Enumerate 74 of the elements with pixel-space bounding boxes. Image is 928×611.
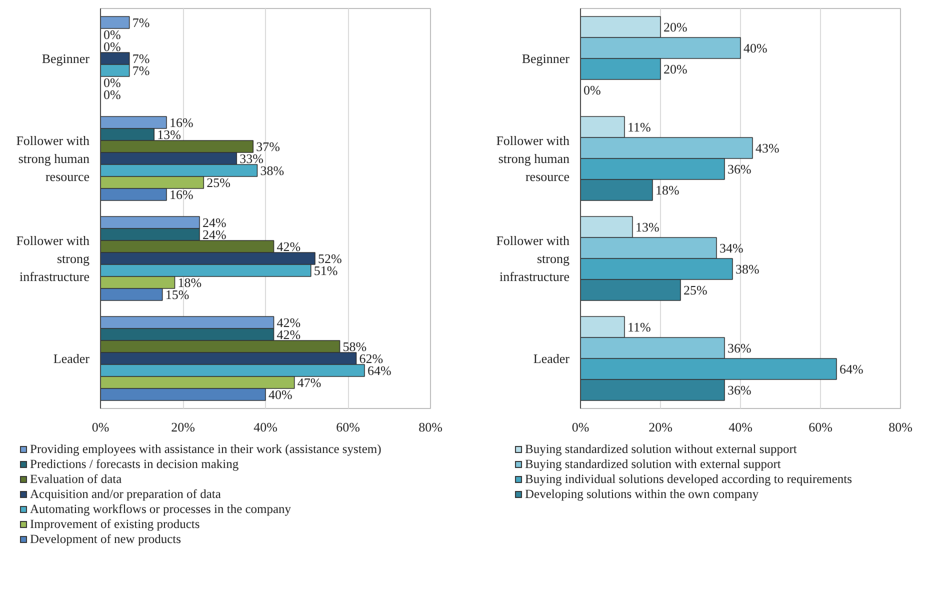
- x-tick-label: 0%: [92, 420, 110, 434]
- legend-label: Buying standardized solution with external support: [524, 457, 782, 472]
- x-tick-label: 80%: [888, 420, 913, 434]
- data-label: 13%: [636, 220, 660, 234]
- data-label: 36%: [728, 340, 752, 356]
- y-tick-label: Follower with strong infrastructure: [16, 233, 90, 284]
- legend-label: Buying individual solutions developed according to requirements: [524, 472, 852, 487]
- data-label: 0%: [104, 75, 121, 90]
- data-label: 7%: [132, 51, 150, 66]
- data-label: 11%: [628, 120, 652, 134]
- y-tick-label: Follower with strong human resource: [16, 133, 90, 184]
- legend-label: Providing employees with assistance in their work (assistance system): [29, 442, 382, 457]
- data-label: 0%: [104, 87, 121, 102]
- data-label: 33%: [240, 151, 264, 166]
- data-label: 25%: [684, 282, 708, 298]
- data-label: 64%: [368, 363, 392, 378]
- y-tick-label: Leader: [533, 351, 570, 366]
- data-label: 40%: [744, 40, 768, 56]
- legend-label: Evaluation of data: [29, 472, 123, 487]
- data-label: 51%: [314, 263, 338, 278]
- data-label: 42%: [276, 327, 301, 342]
- data-label: 52%: [318, 251, 342, 266]
- x-tick-label: 60%: [336, 420, 360, 434]
- data-label: 11%: [628, 320, 652, 334]
- data-label: 43%: [756, 140, 780, 156]
- data-label: 0%: [584, 82, 601, 98]
- y-tick-label: Leader: [53, 351, 90, 366]
- data-label: 7%: [132, 63, 150, 78]
- x-tick-label: 0%: [572, 420, 590, 434]
- bar: [100, 16, 130, 29]
- x-tick-label: 20%: [648, 420, 673, 434]
- data-label: 16%: [170, 187, 194, 202]
- data-label: 20%: [664, 62, 688, 76]
- data-label: 40%: [268, 387, 292, 402]
- x-tick-label: 80%: [418, 420, 443, 434]
- data-label: 38%: [260, 163, 284, 178]
- y-tick-label: Follower with strong human resource: [496, 133, 570, 184]
- x-tick-label: 40%: [254, 420, 278, 434]
- data-label: 18%: [656, 182, 680, 198]
- legend-label: Improvement of existing products: [29, 517, 201, 532]
- data-label: 58%: [342, 339, 367, 354]
- data-label: 42%: [276, 239, 301, 254]
- legend-label: Buying standardized solution without external support: [524, 442, 798, 457]
- data-label: 38%: [736, 262, 760, 276]
- data-label: 0%: [104, 39, 121, 54]
- x-tick-label: 20%: [171, 420, 196, 434]
- legend-label: Development of new products: [29, 532, 182, 547]
- data-label: 25%: [206, 175, 231, 190]
- data-label: 42%: [276, 315, 301, 330]
- data-label: 37%: [256, 139, 280, 154]
- data-label: 36%: [728, 382, 752, 398]
- legend-label: Developing solutions within the own company: [524, 487, 760, 502]
- data-label: 20%: [664, 20, 688, 34]
- data-label: 64%: [840, 362, 864, 376]
- data-label: 13%: [157, 127, 182, 142]
- data-label: 16%: [170, 115, 194, 130]
- y-tick-label: Follower with strong infrastructure: [496, 233, 570, 284]
- data-label: 34%: [720, 240, 744, 256]
- legend-label: Acquisition and/or preparation of data: [29, 487, 222, 502]
- x-tick-label: 40%: [728, 420, 753, 434]
- data-label: 62%: [359, 351, 384, 366]
- legend-label: Automating workflows or processes in the company: [29, 502, 292, 517]
- data-label: 15%: [165, 287, 190, 302]
- data-label: 24%: [202, 227, 226, 242]
- data-label: 7%: [132, 15, 150, 30]
- data-label: 24%: [202, 215, 226, 230]
- data-label: 36%: [728, 162, 752, 176]
- data-label: 47%: [297, 375, 322, 390]
- y-tick-label: Beginner: [522, 51, 570, 66]
- y-tick-label: Beginner: [42, 51, 90, 66]
- data-label: 18%: [178, 275, 202, 290]
- legend-label: Predictions / forecasts in decision making: [29, 457, 240, 472]
- data-label: 0%: [104, 27, 121, 42]
- x-tick-label: 60%: [808, 420, 833, 434]
